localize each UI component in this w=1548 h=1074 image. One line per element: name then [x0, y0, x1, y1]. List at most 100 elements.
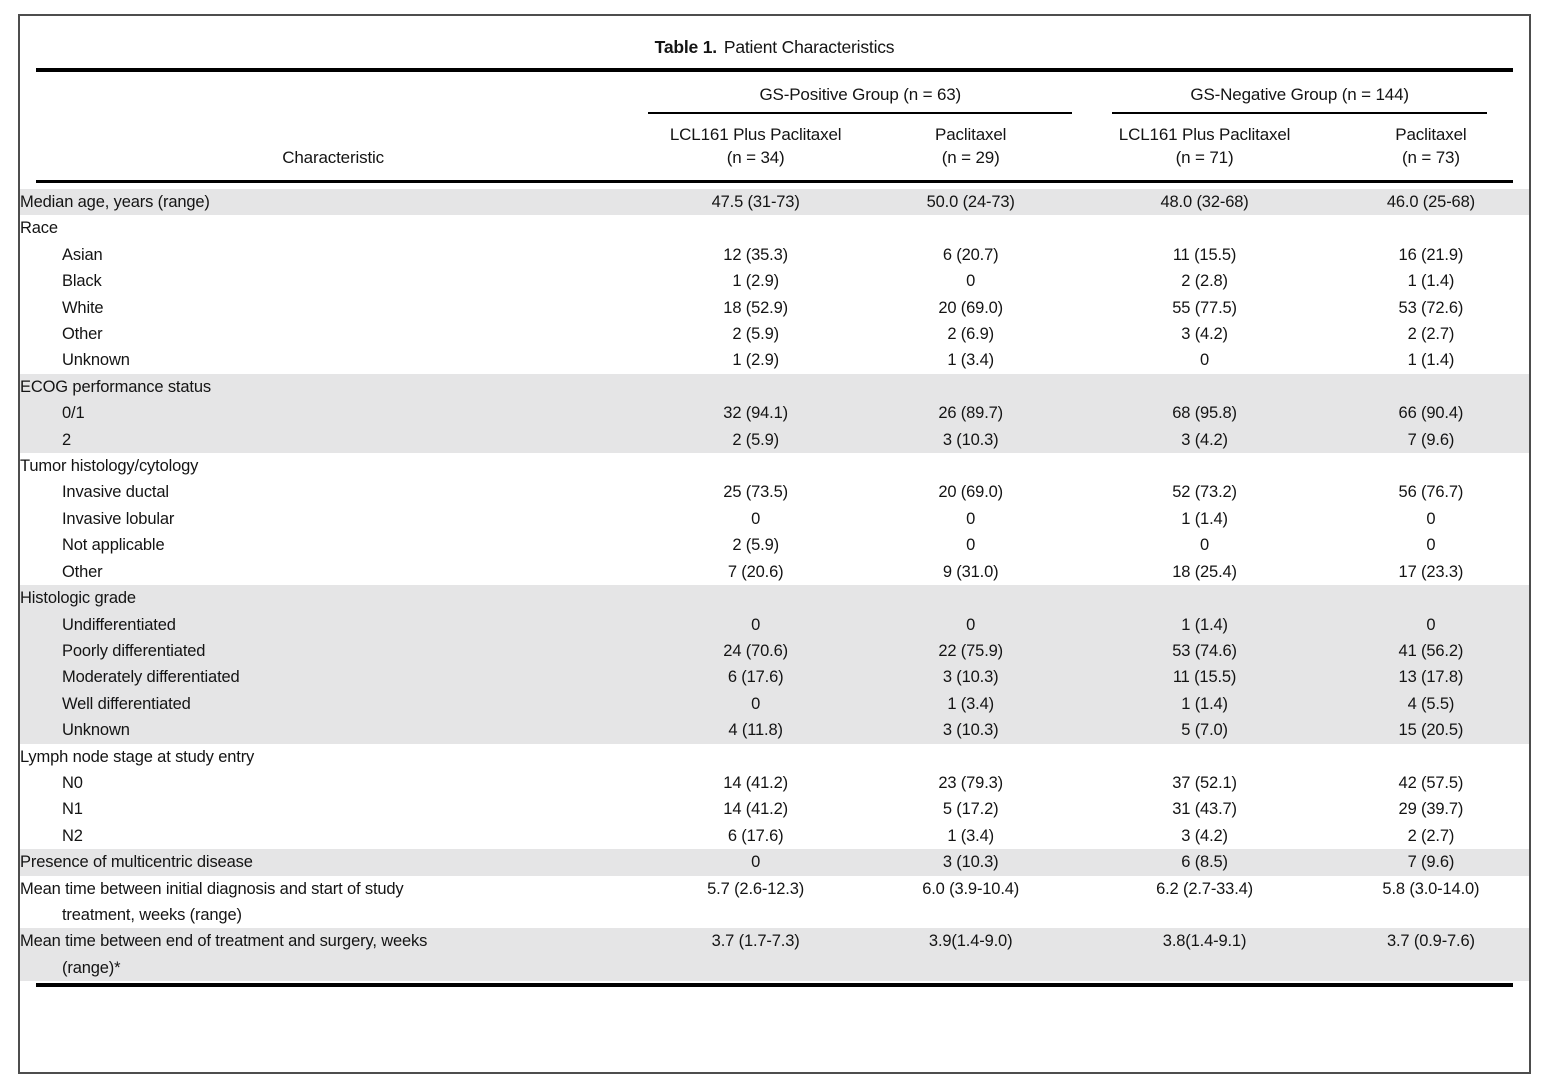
- row-label: 0/1: [62, 404, 85, 423]
- row-value: 18 (25.4): [1172, 562, 1237, 581]
- row-label: Presence of multicentric disease: [20, 853, 253, 872]
- row-label: Lymph node stage at study entry: [20, 747, 255, 766]
- row-value: 6.0 (3.9-10.4): [922, 879, 1020, 898]
- table-row: Unknown 4 (11.8) 3 (10.3) 5 (7.0) 15 (20…: [20, 717, 1529, 744]
- row-label: Other: [62, 562, 103, 581]
- row-value: 47.5 (31-73): [711, 193, 800, 211]
- row-value: 56 (76.7): [1398, 483, 1464, 502]
- row-value: 5 (17.2): [942, 800, 999, 819]
- row-value: 4 (5.5): [1407, 694, 1455, 713]
- table-row: Tumor histology/cytology: [20, 453, 1529, 479]
- row-value: [646, 453, 865, 479]
- table-row: Poorly differentiated 24 (70.6) 22 (75.9…: [20, 637, 1529, 665]
- row-label: Not applicable: [62, 536, 165, 555]
- patient-characteristics-table: GS-Positive Group (n = 63) GS-Negative G…: [20, 72, 1529, 988]
- row-label: Moderately differentiated: [62, 668, 240, 687]
- row-value: 0: [751, 694, 761, 713]
- table-row: Other 7 (20.6) 9 (31.0) 18 (25.4) 17 (23…: [20, 559, 1529, 585]
- row-value: 1 (1.4): [1181, 509, 1228, 528]
- table-caption: Patient Characteristics: [723, 37, 895, 57]
- row-value: 15 (20.5): [1398, 721, 1464, 740]
- row-value: 3 (4.2): [1181, 826, 1228, 845]
- bottom-rule-row: [20, 981, 1529, 988]
- row-label: Histologic grade: [20, 589, 136, 608]
- row-value: 18 (52.9): [723, 298, 788, 317]
- row-value: 6 (8.5): [1181, 853, 1228, 872]
- row-value: 0: [751, 853, 761, 872]
- row-label: N2: [62, 826, 83, 845]
- row-value: 0: [1426, 536, 1436, 555]
- group-label-gs-positive: GS-Positive Group (n = 63): [648, 85, 1073, 114]
- row-value: 0: [1200, 536, 1210, 555]
- row-value: 23 (79.3): [938, 773, 1004, 792]
- row-value: [865, 453, 1076, 479]
- row-value: 11 (15.5): [1172, 668, 1237, 687]
- table-row: Histologic grade: [20, 585, 1529, 612]
- row-value: 3.7 (1.7-7.3): [711, 932, 800, 951]
- top-rule: [36, 68, 1513, 72]
- row-value: 3 (4.2): [1181, 430, 1228, 449]
- row-value: 5.8 (3.0-14.0): [1382, 879, 1480, 898]
- row-value: 20 (69.0): [938, 483, 1004, 502]
- row-value: 3 (10.3): [942, 668, 999, 687]
- column-header-line2: (n = 71): [1175, 148, 1234, 167]
- row-value: 53 (72.6): [1398, 298, 1464, 317]
- column-header-line2: (n = 29): [941, 148, 1000, 167]
- row-value: 5.7 (2.6-12.3): [707, 879, 805, 898]
- row-value: 46.0 (25-68): [1386, 193, 1475, 211]
- column-header-line1: LCL161 Plus Paclitaxel: [1118, 125, 1291, 144]
- row-value: 14 (41.2): [723, 773, 788, 792]
- table-row: Mean time between end of treatment and s…: [20, 928, 1529, 982]
- row-label: Asian: [62, 245, 103, 264]
- row-value: 3 (10.3): [942, 430, 999, 449]
- table-row: N2 6 (17.6) 1 (3.4) 3 (4.2) 2 (2.7): [20, 823, 1529, 849]
- row-value: 3 (10.3): [942, 721, 999, 740]
- row-value: 42 (57.5): [1398, 773, 1464, 792]
- column-header-line2: (n = 34): [726, 148, 785, 167]
- table-row: Undifferentiated 0 0 1 (1.4) 0: [20, 611, 1529, 638]
- row-value: 0: [1200, 351, 1210, 370]
- row-label: Mean time between initial diagnosis and …: [20, 879, 404, 924]
- row-label: 2: [62, 430, 72, 449]
- row-value: 0: [966, 509, 976, 528]
- row-label: Unknown: [62, 721, 130, 740]
- row-value: 0: [751, 615, 761, 634]
- table-row: Not applicable 2 (5.9) 0 0 0: [20, 532, 1529, 558]
- table-body: Median age, years (range) 47.5 (31-73) 5…: [20, 189, 1529, 982]
- table-number: Table 1.: [654, 37, 717, 57]
- row-label: N1: [62, 800, 83, 819]
- row-value: 1 (1.4): [1407, 272, 1455, 291]
- row-value: 1 (1.4): [1181, 694, 1228, 713]
- table-row: Invasive lobular 0 0 1 (1.4) 0: [20, 506, 1529, 532]
- row-value: 2 (2.7): [1407, 826, 1455, 845]
- bottom-rule: [36, 983, 1513, 988]
- row-value: 37 (52.1): [1172, 773, 1237, 792]
- table-row: Well differentiated 0 1 (3.4) 1 (1.4) 4 …: [20, 690, 1529, 718]
- row-value: 7 (20.6): [727, 562, 784, 581]
- row-value: [865, 374, 1076, 400]
- row-value: 31 (43.7): [1172, 800, 1237, 819]
- row-value: 6 (17.6): [727, 826, 784, 845]
- row-value: 3.7 (0.9-7.6): [1386, 932, 1475, 951]
- row-value: 5 (7.0): [1181, 721, 1228, 740]
- row-value: [1076, 453, 1333, 479]
- row-label: ECOG performance status: [20, 377, 211, 396]
- column-header-characteristic: Characteristic: [282, 148, 385, 167]
- row-value: 29 (39.7): [1398, 800, 1464, 819]
- row-value: [1333, 215, 1529, 241]
- row-label: Invasive ductal: [62, 483, 169, 502]
- column-header-gsn-paclitaxel: Paclitaxel (n = 73): [1333, 114, 1529, 180]
- row-label: Mean time between end of treatment and s…: [20, 932, 428, 977]
- row-value: [865, 585, 1076, 611]
- table-footer: [20, 981, 1529, 988]
- row-value: [1076, 744, 1333, 770]
- column-header-gsn-lcl161: LCL161 Plus Paclitaxel (n = 71): [1076, 114, 1333, 180]
- column-header-row: Characteristic LCL161 Plus Paclitaxel (n…: [20, 114, 1529, 180]
- row-value: [865, 744, 1076, 770]
- row-value: 11 (15.5): [1172, 245, 1237, 264]
- row-value: 9 (31.0): [942, 562, 999, 581]
- row-value: 12 (35.3): [723, 245, 788, 264]
- row-value: 6 (17.6): [727, 668, 784, 687]
- row-value: 2 (6.9): [947, 325, 994, 344]
- row-value: [1333, 374, 1529, 400]
